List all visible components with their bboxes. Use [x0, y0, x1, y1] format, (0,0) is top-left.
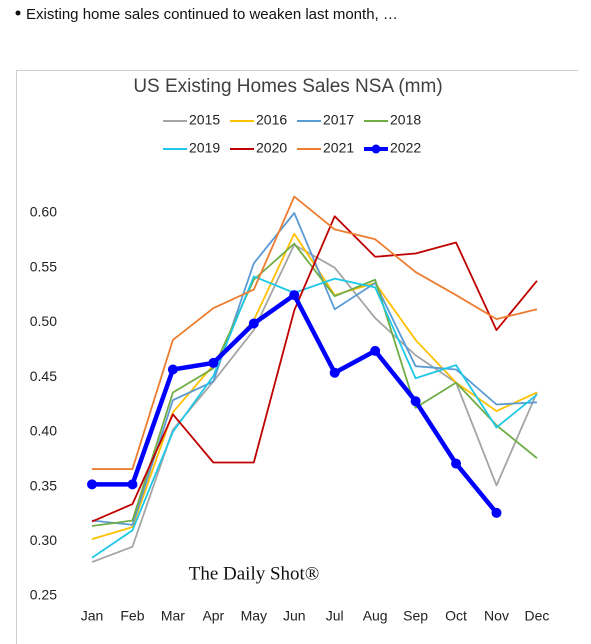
- legend-label: 2017: [323, 112, 354, 128]
- legend-label: 2015: [189, 112, 220, 128]
- legend-label: 2018: [390, 112, 421, 128]
- series-marker: [87, 479, 97, 490]
- x-tick-label: Dec: [524, 608, 549, 624]
- legend-label: 2016: [256, 112, 287, 128]
- y-tick-label: 0.35: [30, 477, 57, 493]
- y-tick-label: 0.40: [30, 423, 57, 439]
- chart-title: US Existing Homes Sales NSA (mm): [133, 76, 442, 97]
- series-line: [91, 275, 538, 559]
- bullet-dot: [15, 10, 21, 16]
- series-line: [91, 215, 538, 523]
- series-line: [91, 242, 538, 527]
- y-tick-label: 0.50: [30, 313, 57, 329]
- x-tick-label: May: [241, 608, 267, 624]
- series-marker: [451, 458, 462, 469]
- legend-label: 2022: [390, 140, 421, 156]
- x-tick-label: Oct: [445, 608, 467, 624]
- series-line: [92, 195, 538, 470]
- series-marker: [127, 479, 138, 490]
- y-tick-label: 0.55: [30, 258, 57, 274]
- x-tick-label: Sep: [403, 608, 428, 624]
- x-tick-label: Jun: [283, 608, 306, 624]
- x-tick-label: Feb: [120, 608, 144, 624]
- legend-label: 2021: [323, 140, 354, 156]
- x-tick-label: Jul: [326, 608, 344, 624]
- x-tick-label: Jan: [81, 608, 104, 624]
- series-marker: [491, 507, 502, 518]
- y-tick-label: 0.60: [30, 204, 57, 220]
- y-tick-label: 0.25: [30, 587, 57, 603]
- y-tick-label: 0.45: [30, 368, 57, 384]
- series-marker: [167, 364, 178, 375]
- legend-marker: [371, 144, 381, 154]
- series-marker: [329, 367, 340, 378]
- legend-label: 2019: [189, 140, 220, 156]
- watermark: The Daily Shot®: [189, 563, 320, 584]
- y-tick-label: 0.30: [30, 532, 57, 548]
- x-tick-label: Aug: [363, 608, 388, 624]
- x-tick-label: Nov: [484, 608, 509, 624]
- series-marker: [410, 396, 421, 407]
- bullet-text: Existing home sales continued to weaken …: [26, 6, 398, 23]
- series-marker: [370, 345, 381, 356]
- series-marker: [248, 318, 259, 329]
- x-tick-label: Apr: [202, 608, 224, 624]
- series-marker: [208, 357, 219, 368]
- legend-label: 2020: [256, 140, 287, 156]
- x-tick-label: Mar: [161, 608, 185, 624]
- series-marker: [289, 290, 300, 301]
